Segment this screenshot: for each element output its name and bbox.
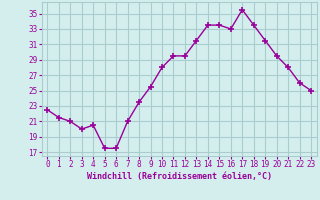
X-axis label: Windchill (Refroidissement éolien,°C): Windchill (Refroidissement éolien,°C): [87, 172, 272, 181]
